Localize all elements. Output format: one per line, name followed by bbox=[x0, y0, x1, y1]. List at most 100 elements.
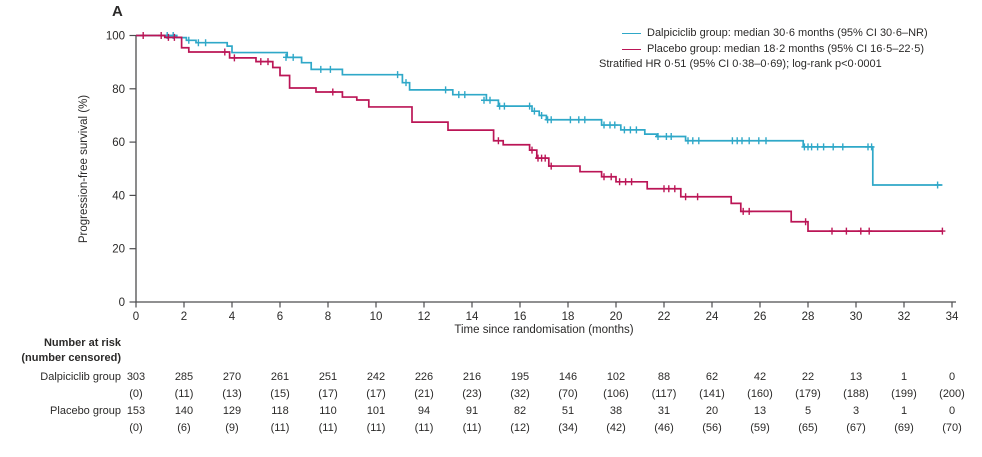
censored-value: (65) bbox=[798, 422, 818, 434]
at-risk-value: 195 bbox=[510, 371, 530, 383]
x-tick-label: 28 bbox=[802, 311, 815, 323]
censored-value: (11) bbox=[462, 422, 482, 434]
censored-value: (160) bbox=[747, 388, 773, 400]
x-tick-label: 20 bbox=[610, 311, 623, 323]
at-risk-value: 0 bbox=[948, 405, 956, 417]
risk-table-header-1: Number at risk bbox=[43, 337, 121, 349]
at-risk-value: 94 bbox=[417, 405, 431, 417]
at-risk-value: 146 bbox=[558, 371, 578, 383]
at-risk-value: 261 bbox=[270, 371, 290, 383]
x-tick-label: 22 bbox=[658, 311, 671, 323]
at-risk-value: 3 bbox=[852, 405, 860, 417]
censored-value: (199) bbox=[891, 388, 917, 400]
censored-value: (200) bbox=[939, 388, 965, 400]
axis-lines bbox=[135, 35, 956, 303]
at-risk-value: 102 bbox=[606, 371, 626, 383]
censored-value: (56) bbox=[702, 422, 722, 434]
x-tick-label: 4 bbox=[229, 311, 236, 323]
censored-value: (106) bbox=[603, 388, 629, 400]
censored-value: (141) bbox=[699, 388, 725, 400]
risk-row-label-dalpiciclib: Dalpiciclib group bbox=[40, 371, 121, 383]
censored-value: (11) bbox=[270, 422, 290, 434]
censored-value: (42) bbox=[606, 422, 626, 434]
at-risk-value: 22 bbox=[801, 371, 815, 383]
at-risk-value: 13 bbox=[849, 371, 863, 383]
at-risk-value: 153 bbox=[126, 405, 146, 417]
at-risk-value: 242 bbox=[366, 371, 386, 383]
legend-row-dalpiciclib: Dalpiciclib group: median 30·6 months (9… bbox=[599, 26, 928, 42]
legend-label-dalpiciclib: Dalpiciclib group: median 30·6 months (9… bbox=[647, 27, 928, 39]
legend-row-placebo: Placebo group: median 18·2 months (95% C… bbox=[599, 42, 928, 58]
x-tick-label: 2 bbox=[181, 311, 187, 323]
at-risk-value: 62 bbox=[705, 371, 719, 383]
at-risk-value: 1 bbox=[900, 405, 908, 417]
stratified-hr-note: Stratified HR 0·51 (95% CI 0·38–0·69); l… bbox=[599, 58, 882, 70]
censored-value: (32) bbox=[510, 388, 530, 400]
at-risk-value: 285 bbox=[174, 371, 194, 383]
at-risk-value: 88 bbox=[657, 371, 671, 383]
at-risk-value: 140 bbox=[174, 405, 194, 417]
dalpiciclib-line-swatch bbox=[622, 33, 641, 35]
censored-value: (6) bbox=[177, 422, 191, 434]
y-tick-label: 60 bbox=[112, 137, 125, 149]
x-tick-label: 24 bbox=[706, 311, 719, 323]
at-risk-value: 216 bbox=[462, 371, 482, 383]
risk-row-label-placebo: Placebo group bbox=[50, 405, 121, 417]
x-tick-label: 18 bbox=[562, 311, 575, 323]
censored-value: (17) bbox=[318, 388, 338, 400]
panel-label: A bbox=[112, 3, 123, 20]
legend-label-placebo: Placebo group: median 18·2 months (95% C… bbox=[647, 42, 924, 55]
censored-value: (11) bbox=[318, 422, 338, 434]
x-axis-title: Time since randomisation (months) bbox=[454, 324, 634, 336]
at-risk-value: 42 bbox=[753, 371, 767, 383]
y-axis-title: Progression-free survival (%) bbox=[78, 94, 90, 244]
dalpiciclib-at-risk-row: 303 285 270 261 251 242 226 216 195 146 102 88 62 42 2… bbox=[0, 371, 982, 386]
censored-value: (179) bbox=[795, 388, 821, 400]
censored-value: (12) bbox=[510, 422, 530, 434]
at-risk-value: 31 bbox=[657, 405, 671, 417]
censored-value: (59) bbox=[750, 422, 770, 434]
placebo-at-risk-row: 153 140 129 118 110 101 94 91 82 51 38 31 20 13 5 3 1 0 bbox=[0, 405, 982, 420]
x-tick-label: 8 bbox=[325, 311, 331, 323]
at-risk-value: 51 bbox=[561, 405, 575, 417]
y-tick-label: 20 bbox=[112, 244, 125, 256]
censored-value: (11) bbox=[174, 388, 194, 400]
censored-value: (188) bbox=[843, 388, 869, 400]
y-tick-label: 80 bbox=[112, 84, 125, 96]
censored-value: (70) bbox=[558, 388, 578, 400]
censored-value: (34) bbox=[558, 422, 578, 434]
x-tick-label: 32 bbox=[898, 311, 911, 323]
x-tick-label: 26 bbox=[754, 311, 767, 323]
at-risk-value: 101 bbox=[366, 405, 386, 417]
at-risk-value: 13 bbox=[753, 405, 767, 417]
censored-value: (0) bbox=[129, 388, 143, 400]
legend: Dalpiciclib group: median 30·6 months (9… bbox=[599, 26, 928, 73]
at-risk-value: 1 bbox=[900, 371, 908, 383]
censored-value: (15) bbox=[270, 388, 290, 400]
x-tick-label: 6 bbox=[277, 311, 283, 323]
censored-value: (21) bbox=[414, 388, 434, 400]
at-risk-value: 226 bbox=[414, 371, 434, 383]
censored-value: (0) bbox=[129, 422, 143, 434]
censored-value: (69) bbox=[894, 422, 914, 434]
censored-value: (70) bbox=[942, 422, 962, 434]
placebo-line-swatch bbox=[622, 48, 641, 50]
at-risk-value: 110 bbox=[319, 405, 337, 417]
censored-value: (67) bbox=[846, 422, 866, 434]
at-risk-value: 118 bbox=[271, 405, 289, 417]
x-tick-label: 0 bbox=[133, 311, 139, 323]
censored-value: (17) bbox=[366, 388, 386, 400]
at-risk-value: 270 bbox=[222, 371, 242, 383]
censored-value: (9) bbox=[225, 422, 239, 434]
censored-value: (117) bbox=[651, 388, 677, 400]
at-risk-value: 5 bbox=[804, 405, 812, 417]
at-risk-value: 91 bbox=[465, 405, 479, 417]
x-tick-label: 12 bbox=[418, 311, 431, 323]
at-risk-value: 82 bbox=[513, 405, 527, 417]
censored-value: (11) bbox=[414, 422, 434, 434]
x-tick-label: 10 bbox=[370, 311, 383, 323]
censored-value: (13) bbox=[222, 388, 242, 400]
censored-value: (46) bbox=[654, 422, 674, 434]
